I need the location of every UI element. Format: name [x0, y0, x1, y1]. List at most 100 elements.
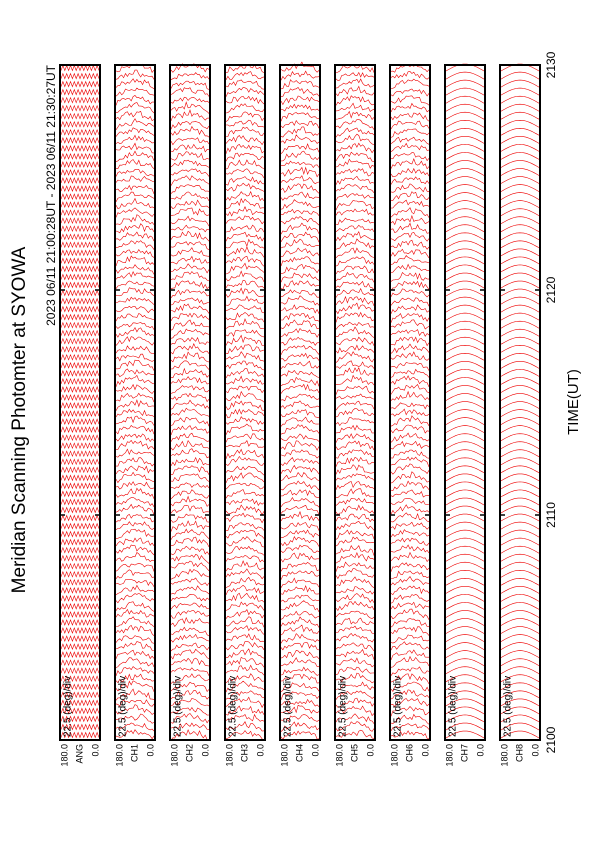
scan-trace: [390, 408, 430, 417]
scan-trace: [445, 569, 485, 578]
scan-trace: [280, 222, 320, 235]
scan-trace: [225, 609, 265, 619]
scan-trace: [60, 619, 100, 626]
scan-trace: [445, 393, 485, 401]
scan-trace: [225, 318, 265, 329]
scan-trace: [60, 707, 100, 715]
scan-trace: [500, 216, 540, 224]
scan-trace: [115, 322, 155, 330]
scan-trace: [280, 673, 320, 684]
scan-trace: [445, 304, 485, 313]
scan-trace: [60, 450, 100, 458]
scan-trace: [115, 704, 155, 715]
scan-trace: [500, 71, 540, 80]
scan-trace: [500, 377, 540, 385]
bottom-label: 0.0: [475, 744, 485, 757]
scan-trace: [115, 184, 155, 195]
scan-trace: [115, 666, 155, 677]
scan-trace: [60, 723, 100, 731]
scan-trace: [115, 729, 155, 740]
scan-trace: [445, 288, 485, 297]
scan-trace: [115, 415, 155, 426]
scan-trace: [335, 311, 375, 323]
scan-trace: [225, 334, 265, 346]
scan-trace: [60, 241, 100, 249]
scan-trace: [445, 328, 485, 337]
scan-trace: [225, 79, 265, 90]
scan-trace: [390, 544, 430, 554]
scan-trace: [60, 587, 100, 594]
scan-trace: [170, 489, 210, 500]
scan-trace: [170, 87, 210, 97]
scan-trace: [500, 489, 540, 498]
scan-trace: [115, 537, 155, 547]
top-label: 180.0: [114, 744, 124, 767]
scan-trace: [170, 520, 210, 532]
scan-trace: [445, 577, 485, 586]
scan-trace: [445, 336, 485, 345]
scan-trace: [225, 730, 265, 741]
scan-trace: [280, 552, 319, 563]
scan-trace: [390, 383, 430, 395]
scan-trace: [225, 103, 265, 114]
scan-trace: [280, 336, 320, 346]
scan-trace: [115, 497, 155, 507]
scan-trace: [115, 408, 155, 418]
scan-trace: [170, 504, 210, 514]
scan-trace: [500, 513, 540, 522]
scan-trace: [115, 214, 155, 226]
scale-label: 22.5 (deg)/div: [228, 676, 239, 737]
bottom-label: 0.0: [310, 744, 320, 757]
scan-trace: [170, 648, 210, 660]
scan-trace: [335, 690, 375, 700]
scan-trace: [445, 409, 485, 417]
scan-trace: [225, 545, 265, 556]
scan-trace: [225, 529, 265, 539]
top-label: 180.0: [59, 744, 69, 767]
scan-trace: [335, 625, 375, 634]
scan-trace: [225, 87, 265, 97]
scan-trace: [280, 216, 320, 226]
scan-trace: [60, 120, 100, 128]
scan-trace: [500, 449, 540, 457]
scan-trace: [115, 579, 155, 587]
scan-trace: [335, 193, 375, 201]
scan-trace: [60, 305, 100, 313]
scan-trace: [500, 369, 540, 377]
scan-trace: [170, 215, 210, 227]
scan-trace: [335, 586, 375, 595]
scan-trace: [60, 257, 100, 265]
scan-trace: [280, 600, 320, 613]
scan-trace: [390, 329, 430, 337]
scan-trace: [60, 137, 100, 144]
scale-label: 22.5 (deg)/div: [63, 676, 74, 737]
scan-trace: [390, 207, 430, 218]
scan-trace: [445, 433, 485, 441]
scan-trace: [390, 362, 430, 371]
scan-trace: [115, 175, 155, 183]
scan-trace: [500, 465, 540, 474]
scan-trace: [115, 503, 155, 515]
scan-trace: [390, 723, 430, 732]
scan-trace: [280, 730, 320, 741]
scan-trace: [280, 112, 320, 122]
scan-trace: [170, 698, 210, 707]
scan-trace: [60, 635, 100, 642]
scan-trace: [115, 722, 155, 732]
scan-trace: [225, 408, 265, 419]
scan-trace: [500, 505, 540, 514]
scan-trace: [445, 280, 485, 289]
scan-trace: [170, 642, 210, 652]
scan-trace: [500, 232, 540, 241]
scan-trace: [500, 682, 540, 691]
scan-trace: [445, 698, 485, 707]
scan-trace: [445, 184, 485, 192]
scan-trace: [115, 392, 155, 403]
scan-trace: [280, 272, 320, 283]
scan-trace: [170, 593, 210, 602]
scan-trace: [170, 312, 210, 321]
scan-trace: [335, 521, 375, 531]
scan-trace: [390, 432, 430, 443]
scan-trace: [335, 142, 375, 154]
scan-trace: [115, 448, 155, 458]
